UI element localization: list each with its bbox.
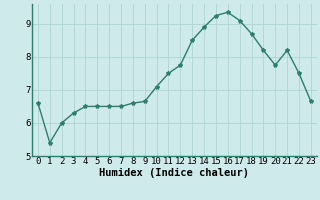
X-axis label: Humidex (Indice chaleur): Humidex (Indice chaleur) — [100, 168, 249, 178]
